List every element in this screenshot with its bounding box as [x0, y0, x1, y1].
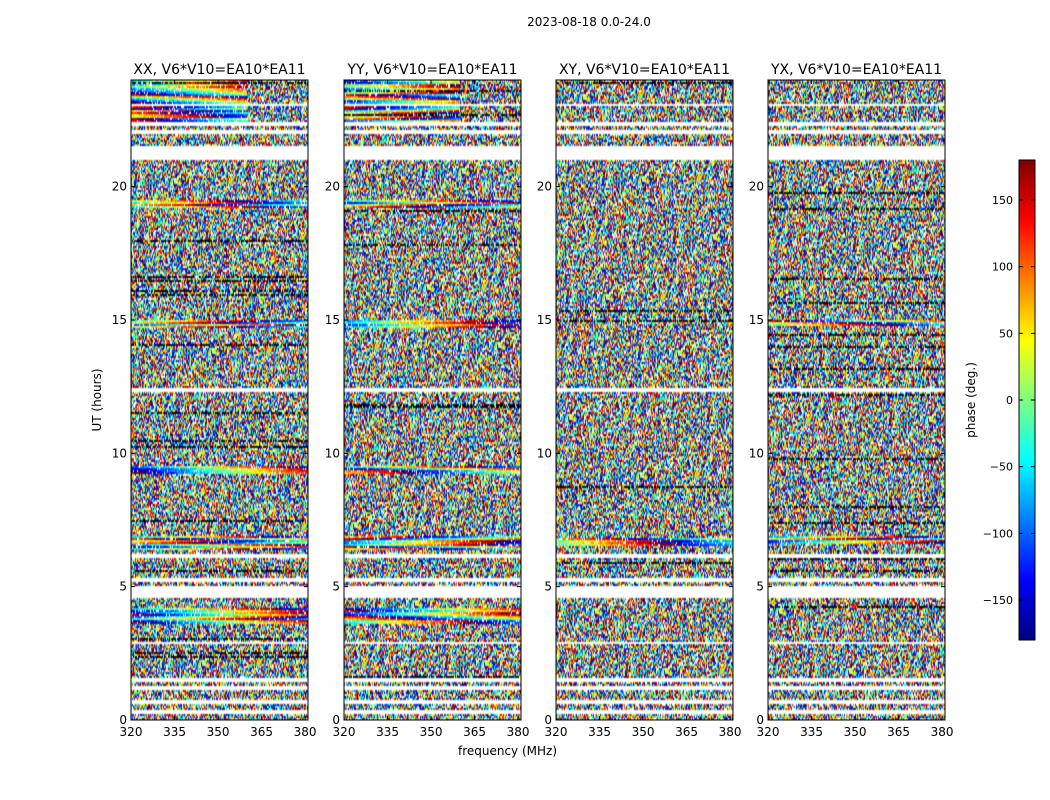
colorbar-label: phase (deg.)	[964, 362, 978, 438]
heatmap-raster-1	[131, 80, 308, 720]
y-tick-label: 20	[749, 180, 764, 194]
y-axis-label: UT (hours)	[90, 368, 104, 431]
x-tick-label: 350	[632, 725, 655, 739]
colorbar-tick-label: 50	[999, 327, 1013, 340]
x-tick-label: 335	[376, 725, 399, 739]
y-tick-label: 5	[756, 580, 764, 594]
x-tick-label: 320	[757, 725, 780, 739]
y-tick-label: 10	[325, 446, 340, 460]
colorbar-tick-label: −100	[983, 527, 1013, 540]
x-tick-label: 320	[333, 725, 356, 739]
x-tick-label: 335	[163, 725, 186, 739]
x-tick-label: 380	[931, 725, 954, 739]
plot-frame	[130, 79, 309, 721]
y-tick-label: 20	[112, 180, 127, 194]
y-tick-label: 15	[749, 313, 764, 327]
colorbar: 150 100 50 0 −50 −100 −150 phase (deg.)	[964, 159, 1036, 641]
figure-suptitle: 2023-08-18 0.0-24.0	[527, 15, 651, 29]
y-tick-label: 5	[332, 580, 340, 594]
x-tick-label: 350	[420, 725, 443, 739]
colorbar-tick-label: 100	[992, 261, 1013, 274]
heatmap-panel-3: XY, V6*V10=EA10*EA11 320 335 350 365 380 0 5 10 1…	[537, 62, 742, 739]
y-tick-label: 0	[544, 713, 552, 727]
x-tick-label: 320	[120, 725, 143, 739]
plot-frame	[767, 79, 946, 721]
colorbar-tick-label: −150	[983, 594, 1013, 607]
heatmap-raster-3	[556, 80, 733, 720]
y-tick-label: 20	[325, 180, 340, 194]
y-tick-label: 5	[544, 580, 552, 594]
panel-title: XY, V6*V10=EA10*EA11	[559, 62, 730, 78]
y-tick-label: 10	[537, 446, 552, 460]
x-tick-label: 350	[844, 725, 867, 739]
x-tick-label: 365	[463, 725, 486, 739]
x-tick-label: 320	[545, 725, 568, 739]
panel-title: YY, V6*V10=EA10*EA11	[346, 62, 517, 78]
heatmap-raster-4	[768, 80, 945, 720]
panel-title: XX, V6*V10=EA10*EA11	[133, 62, 305, 78]
plot-frame	[555, 79, 734, 721]
y-tick-label: 20	[537, 180, 552, 194]
x-tick-label: 380	[294, 725, 317, 739]
panels: XX, V6*V10=EA10*EA11 320 335 350 365 380 0 5 10 1…	[112, 62, 954, 758]
y-tick-label: 10	[112, 446, 127, 460]
y-tick-label: 0	[756, 713, 764, 727]
panel-title: YX, V6*V10=EA10*EA11	[770, 62, 942, 78]
x-tick-label: 380	[507, 725, 530, 739]
colorbar-tick-label: 0	[1006, 394, 1013, 407]
x-tick-label: 365	[887, 725, 910, 739]
y-tick-label: 15	[325, 313, 340, 327]
colorbar-tick-label: 150	[992, 194, 1013, 207]
x-tick-label: 365	[250, 725, 273, 739]
x-tick-label: 335	[800, 725, 823, 739]
y-tick-label: 0	[332, 713, 340, 727]
colorbar-tick-label: −50	[990, 461, 1013, 474]
heatmap-raster-2	[344, 80, 521, 720]
heatmap-panel-1: XX, V6*V10=EA10*EA11 320 335 350 365 380 0 5 10 1…	[112, 62, 317, 739]
plot-frame	[343, 79, 522, 721]
heatmap-panel-4: YX, V6*V10=EA10*EA11 320 335 350 365 380 0 5 10 1…	[749, 62, 954, 739]
y-tick-label: 0	[119, 713, 127, 727]
x-tick-label: 350	[207, 725, 230, 739]
x-tick-label: 380	[719, 725, 742, 739]
x-axis-label: frequency (MHz)	[458, 744, 557, 758]
heatmap-panel-2: YY, V6*V10=EA10*EA11 320 335 350 365 380 0 5 10 1…	[325, 62, 557, 758]
y-tick-label: 15	[537, 313, 552, 327]
x-tick-label: 365	[675, 725, 698, 739]
x-tick-label: 335	[588, 725, 611, 739]
y-tick-label: 10	[749, 446, 764, 460]
y-tick-label: 5	[119, 580, 127, 594]
y-tick-label: 15	[112, 313, 127, 327]
